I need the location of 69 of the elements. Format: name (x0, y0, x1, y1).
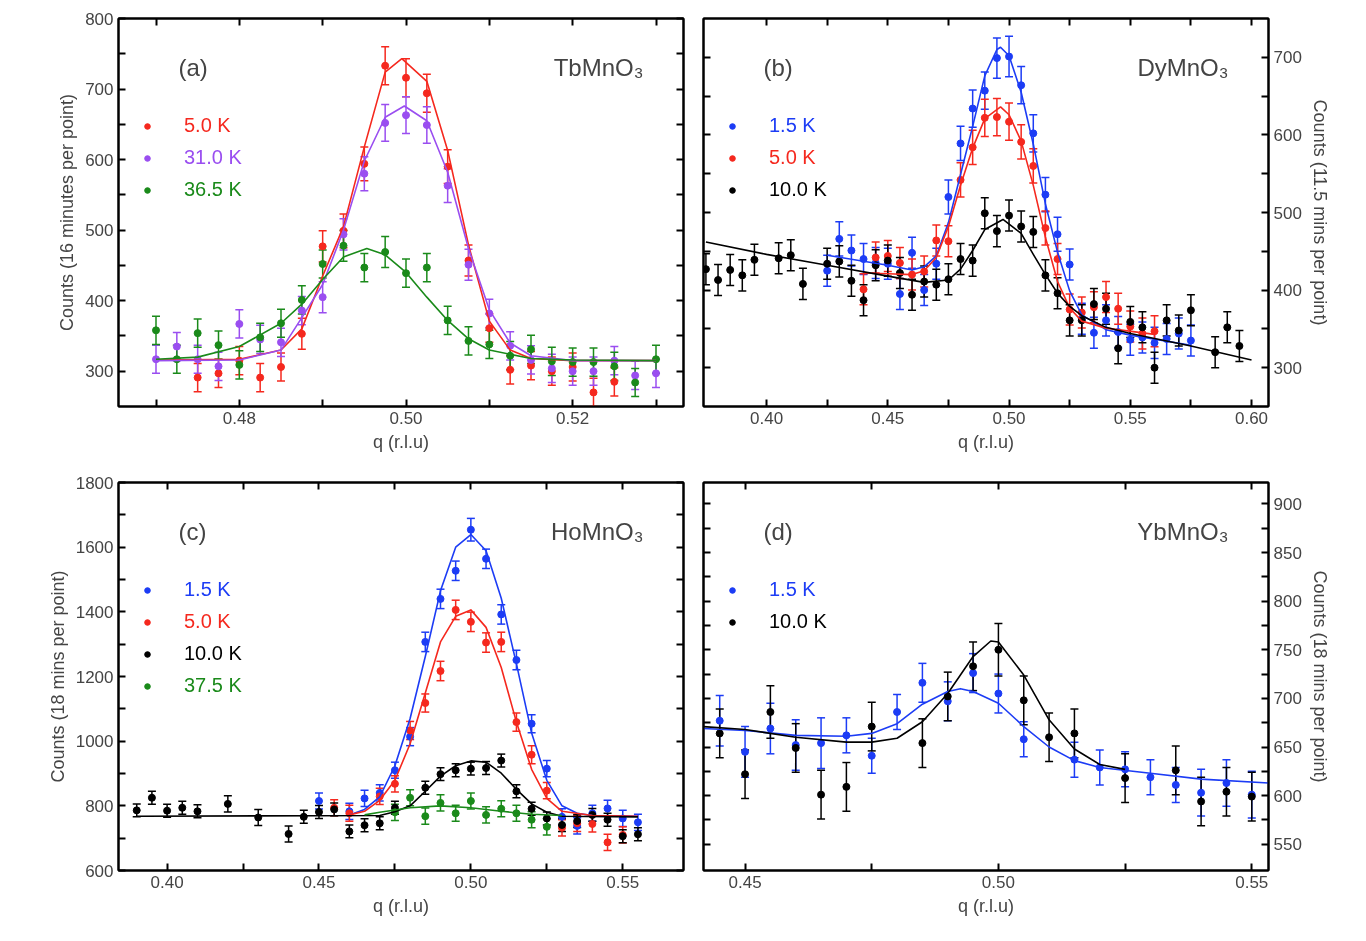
x-tick-label: 0.50 (454, 872, 488, 892)
y2-tick-label: 700 (1273, 48, 1302, 68)
y2-tick-label: 550 (1273, 835, 1302, 855)
x-tick-label: 0.45 (302, 872, 336, 892)
y2-tick-label: 900 (1273, 494, 1302, 514)
text: TbMnO₃ (553, 53, 644, 81)
x-tick-label: 0.60 (1234, 408, 1269, 428)
x-tick-label: 0.50 (981, 872, 1015, 892)
text: DyMnO₃ (1137, 53, 1229, 81)
x-axis-title: q (r.l.u) (957, 895, 1015, 916)
text: YbMnO₃ (1137, 517, 1229, 545)
y2-tick-label: 650 (1273, 738, 1302, 757)
legend-label: 5.0 K (184, 114, 231, 137)
y2-tick-label: 600 (1273, 786, 1302, 806)
y-tick-label: 1800 (75, 473, 114, 493)
text: HoMnO₃ (551, 517, 644, 545)
x-tick-label: 0.55 (606, 872, 640, 892)
x-tick-label: 0.45 (728, 872, 762, 892)
legend-label: 5.0 K (769, 146, 816, 169)
y-tick-label: 300 (85, 362, 114, 382)
x-tick-label: 0.55 (1113, 408, 1147, 428)
legend-label: 31.0 K (184, 146, 242, 169)
y-tick-label: 500 (85, 221, 114, 241)
y-tick-label: 1400 (75, 602, 114, 622)
legend-label: 1.5 K (184, 578, 231, 601)
y-tick-label: 1600 (75, 538, 114, 558)
legend-label: 36.5 K (184, 178, 242, 201)
y-tick-label: 800 (85, 796, 114, 816)
x-tick-label: 0.50 (389, 408, 423, 428)
y2-axis-title: Counts (11.5 mins per point) (1309, 99, 1330, 326)
x-tick-label: 0.45 (871, 408, 905, 428)
x-tick-label: 0.48 (222, 408, 256, 428)
legend-label: 10.0 K (769, 610, 827, 633)
y2-tick-label: 800 (1273, 592, 1302, 612)
x-tick-label: 0.50 (992, 408, 1026, 428)
legend-label: 1.5 K (769, 114, 816, 137)
legend-label: 10.0 K (184, 642, 242, 665)
y-axis-title: Counts (18 mins per point) (47, 570, 68, 783)
y-tick-label: 700 (85, 80, 114, 100)
legend-label: 1.5 K (769, 578, 816, 601)
annotation: (b) (763, 53, 793, 81)
x-tick-label: 0.40 (150, 872, 184, 892)
y2-tick-label: 500 (1273, 203, 1302, 223)
y-tick-label: 600 (85, 150, 114, 170)
annotation: (c) (178, 517, 207, 545)
x-tick-label: 0.55 (1235, 872, 1269, 892)
y2-tick-label: 750 (1273, 640, 1302, 660)
y-tick-label: 600 (85, 861, 114, 881)
y-axis-title: Counts (16 minutes per point) (57, 93, 78, 332)
y-tick-label: 400 (85, 291, 114, 311)
annotation: (d) (763, 517, 793, 545)
x-axis-title: q (r.l.u) (957, 431, 1015, 452)
legend-label: 37.5 K (184, 674, 242, 697)
y2-tick-label: 600 (1273, 125, 1302, 145)
annotation: (a) (178, 53, 208, 81)
legend-label: 5.0 K (184, 610, 231, 633)
x-axis-title: q (r.l.u) (372, 431, 430, 452)
y-tick-label: 1200 (75, 667, 114, 687)
x-axis-title: q (r.l.u) (372, 895, 430, 916)
y2-tick-label: 850 (1273, 543, 1302, 563)
legend-label: 10.0 K (769, 178, 827, 201)
y2-tick-label: 300 (1273, 358, 1302, 378)
x-tick-label: 0.52 (556, 408, 590, 428)
y-tick-label: 800 (85, 9, 114, 29)
y-tick-label: 1000 (75, 732, 114, 752)
y2-tick-label: 400 (1273, 281, 1302, 301)
y2-axis-title: Counts (18 mins per point) (1309, 570, 1330, 783)
x-tick-label: 0.40 (750, 408, 784, 428)
y2-tick-label: 700 (1273, 689, 1302, 709)
